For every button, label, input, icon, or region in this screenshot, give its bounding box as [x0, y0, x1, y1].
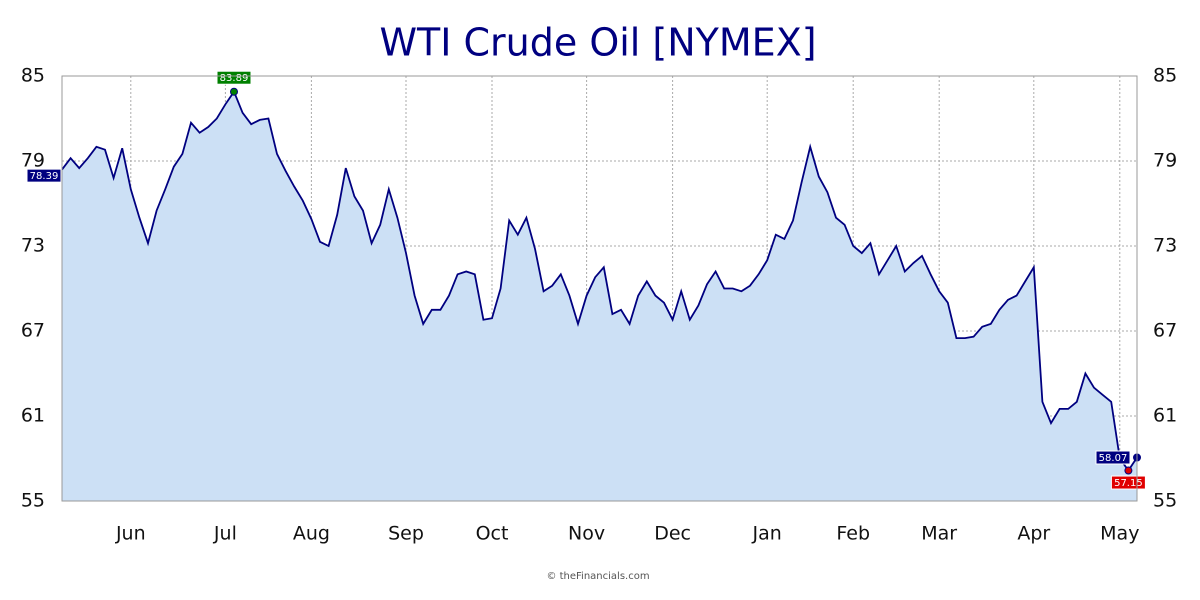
x-tick-label: May: [1100, 523, 1139, 545]
value-label: 83.89: [220, 73, 249, 84]
point-marker: [230, 87, 238, 96]
x-tick-label: Apr: [1017, 523, 1050, 545]
y-tick-label: 61: [21, 405, 45, 427]
y2-tick-label: 79: [1153, 150, 1177, 172]
area: [62, 91, 1137, 501]
value-label: 58.07: [1099, 453, 1128, 464]
y2-tick-label: 85: [1153, 65, 1177, 87]
line: [61, 89, 1138, 473]
x-tick-label: Jul: [213, 523, 237, 545]
y2-tick-label: 55: [1153, 490, 1177, 512]
value-label-box: [1095, 450, 1131, 465]
y-tick-label: 73: [21, 235, 45, 257]
y-tick-label: 55: [21, 490, 45, 512]
y2-tick-label: 73: [1153, 235, 1177, 257]
x-tick-label: Jan: [752, 523, 782, 545]
y-tick-label: 79: [21, 150, 45, 172]
chart-title: WTI Crude Oil [NYMEX]: [379, 21, 816, 65]
value-label: 78.39: [30, 171, 59, 182]
x-tick-label: Sep: [388, 523, 424, 545]
y-tick-label: 85: [21, 65, 45, 87]
value-label-box: [216, 70, 252, 85]
plot-frame: [61, 75, 1138, 502]
point-marker: [1124, 466, 1133, 475]
value-label-box: [26, 168, 62, 183]
y2-tick-label: 61: [1153, 405, 1177, 427]
y-tick-label: 67: [21, 320, 45, 342]
x-tick-label: Dec: [654, 523, 691, 545]
y2-tick-label: 67: [1153, 320, 1177, 342]
source: © theFinancials.com: [546, 571, 649, 582]
x-tick-label: Mar: [921, 523, 957, 545]
x-tick-label: Jun: [115, 523, 146, 545]
x-tick-label: Aug: [293, 523, 330, 545]
x-tick-label: Nov: [568, 523, 605, 545]
x-tick-label: Oct: [476, 523, 509, 545]
value-label: 57.15: [1114, 478, 1143, 489]
x-tick-label: Feb: [836, 523, 870, 545]
